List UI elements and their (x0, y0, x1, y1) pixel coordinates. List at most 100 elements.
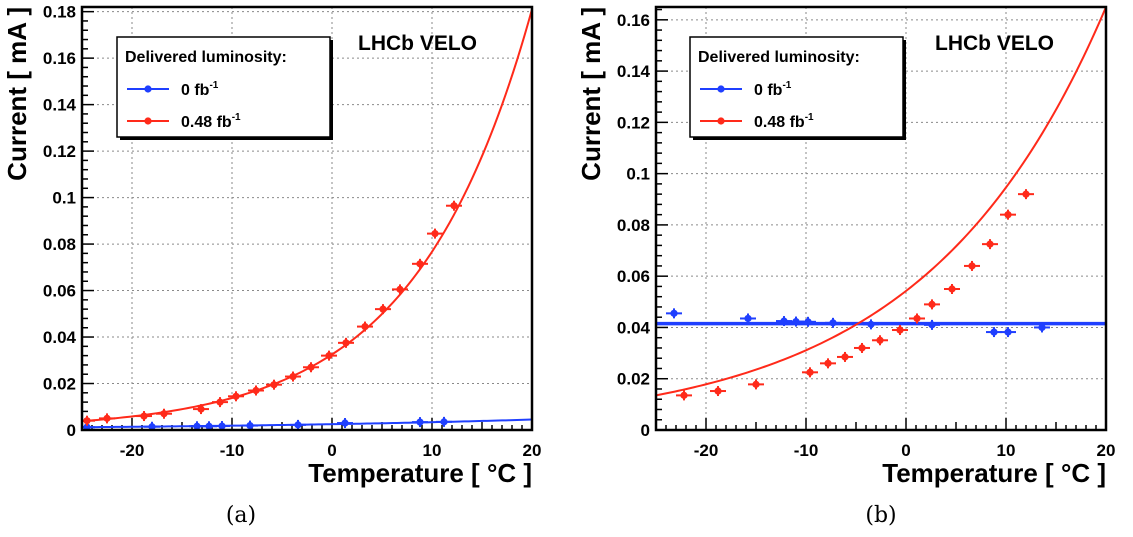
legend-entry-label: 0.48 fb-1 (181, 112, 241, 131)
legend-swatch-marker (144, 85, 152, 93)
y-tick-label: 0.06 (617, 267, 650, 286)
legend-entry-superscript: -1 (782, 80, 791, 91)
legend-entry-superscript: -1 (805, 112, 814, 123)
data-point (160, 410, 168, 418)
plot-area (82, 9, 532, 430)
data-point (780, 317, 788, 325)
x-tick-label: 20 (1097, 441, 1116, 460)
series-1 (656, 7, 1106, 401)
series-0 (656, 308, 1106, 338)
data-point (876, 336, 884, 344)
data-point (396, 285, 404, 293)
x-tick-labels: -20 -10 0 10 20 (694, 441, 1116, 460)
plot-area (656, 7, 1106, 401)
data-point (232, 392, 240, 400)
data-point (1004, 211, 1012, 219)
x-tick-label: 10 (997, 441, 1016, 460)
y-tick-label: 0.02 (43, 375, 76, 394)
data-point (670, 309, 678, 317)
legend-entry-name: 0 fb (754, 82, 783, 99)
data-point (307, 363, 315, 371)
y-tick-label: 0.04 (617, 318, 651, 337)
legend-box (116, 36, 331, 138)
data-point (294, 421, 302, 429)
y-tick-label: 0.18 (43, 3, 76, 22)
data-point (968, 262, 976, 270)
data-point (744, 314, 752, 323)
data-point (440, 418, 448, 426)
x-tick-label: -10 (220, 441, 245, 460)
series-1 (82, 9, 532, 426)
plot-frame (80, 5, 534, 432)
data-point (824, 359, 832, 367)
y-tick-label: 0.14 (43, 96, 77, 115)
data-point (867, 320, 875, 328)
data-point (806, 368, 814, 376)
data-point (379, 305, 387, 313)
legend-entry-label: 0 fb-1 (754, 80, 792, 99)
panel-b: -20 -10 0 10 2000.020.040.060.080.10.120.140… (576, 5, 1116, 528)
data-point (83, 423, 91, 430)
data-point (218, 422, 226, 430)
annotation-label: LHCb VELO (358, 32, 477, 55)
data-point (680, 391, 688, 399)
y-tick-label: 0.06 (43, 282, 76, 301)
legend-swatch-marker (717, 117, 725, 125)
y-tick-label: 0.08 (617, 216, 650, 235)
data-point (714, 387, 722, 395)
legend-entry-name: 0 fb (181, 82, 210, 99)
data-point (289, 372, 297, 381)
y-tick-labels: 0 0.02 0.04 0.06 0.08 0.1 0.12 0.14 0.16 (617, 11, 651, 440)
legend-entry-label: 0 fb-1 (181, 80, 219, 99)
x-tick-label: 0 (327, 441, 336, 460)
data-point (416, 260, 424, 268)
legend-entry-superscript: -1 (209, 80, 218, 91)
y-tick-label: 0.12 (43, 142, 76, 161)
x-tick-label: 0 (901, 441, 910, 460)
data-point (246, 421, 254, 430)
data-point (431, 230, 439, 238)
data-point (148, 423, 156, 430)
y-axis-title: Current [ mA ] (2, 7, 32, 181)
series-0 (82, 416, 532, 430)
y-tick-label: 0.08 (43, 235, 76, 254)
fit-line-series-1 (656, 7, 1106, 397)
data-point (896, 326, 904, 334)
panel-label: (a) (226, 503, 256, 528)
legend-swatch-marker (144, 117, 152, 125)
data-point (270, 381, 278, 389)
data-point (197, 405, 205, 413)
data-point (1038, 323, 1046, 332)
y-tick-label: 0.1 (626, 165, 650, 184)
data-point (205, 422, 213, 430)
legend-entry-name: 0.48 fb (754, 114, 805, 131)
panel-label: (b) (865, 503, 896, 528)
data-point (913, 314, 921, 323)
legend: Delivered luminosity:0 fb-10.48 fb-1 (116, 36, 333, 140)
data-point (990, 328, 998, 336)
y-axis-title: Current [ mA ] (576, 7, 606, 181)
data-point (928, 321, 936, 329)
data-point (1022, 190, 1030, 198)
y-tick-label: 0.04 (43, 328, 77, 347)
data-point (325, 352, 333, 360)
data-point (858, 344, 866, 352)
y-tick-label: 0 (67, 421, 76, 440)
data-point (928, 300, 936, 308)
data-point (140, 412, 148, 420)
legend: Delivered luminosity:0 fb-10.48 fb-1 (689, 36, 906, 140)
x-axis-title: Temperature [ °C ] (882, 458, 1106, 488)
legend-swatch-marker (717, 85, 725, 93)
data-point (450, 202, 458, 210)
y-tick-label: 0.16 (617, 11, 650, 30)
plot-frame (654, 5, 1108, 432)
x-tick-label: -10 (794, 441, 819, 460)
data-point (252, 386, 260, 395)
data-point (1004, 328, 1012, 336)
y-tick-label: 0.12 (617, 113, 650, 132)
data-point (792, 317, 800, 326)
data-point (341, 419, 349, 427)
legend-entry-name: 0.48 fb (181, 114, 232, 131)
annotation-label: LHCb VELO (935, 32, 1054, 55)
